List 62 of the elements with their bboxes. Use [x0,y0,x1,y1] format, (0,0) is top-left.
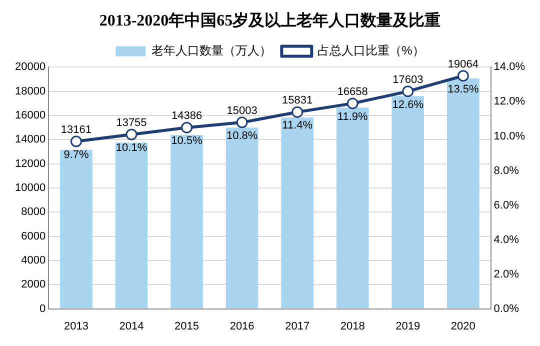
legend-label: 占总人口比重（%） [318,44,424,58]
data-label: 9.7% [64,148,89,161]
y2-tick-label: 8.0% [494,164,520,177]
data-label: 16658 [337,86,368,98]
y-tick-label: 8000 [21,206,46,218]
data-label: 13755 [116,117,147,130]
y-tick-label: 10000 [14,182,46,194]
point [70,136,82,148]
data-label: 15831 [282,94,313,107]
data-label: 12.6% [392,98,424,111]
y-tick-label: 2000 [21,278,46,291]
legend-label: 老年人口数量（万人） [152,44,272,58]
bar [60,150,92,308]
bar [170,135,203,308]
point [126,128,138,140]
bar [226,128,258,308]
data-label: 11.9% [337,110,368,123]
x-tick-label: 2013 [64,320,88,332]
x-tick-label: 2020 [450,320,476,332]
y2-tick-label: 10.0% [494,130,526,142]
point [457,70,469,82]
data-label: 17603 [392,74,424,86]
y-tick-label: 18000 [14,85,46,98]
x-tick-label: 2018 [340,320,365,332]
x-tick-label: 2019 [396,320,420,332]
point [236,116,248,128]
data-label: 14386 [171,110,202,122]
point [181,122,193,134]
bar [281,118,314,308]
y-tick-label: 6000 [21,230,46,242]
data-label: 11.4% [282,120,313,132]
y-tick-label: 14000 [14,134,46,146]
x-tick-label: 2016 [230,320,254,332]
x-tick-label: 2015 [174,320,200,332]
data-label: 13161 [60,124,92,136]
data-label: 10.8% [226,130,258,142]
y-tick-label: 0 [39,302,46,315]
y-tick-label: 20000 [14,61,46,74]
y2-tick-label: 6.0% [494,199,520,212]
y2-tick-label: 4.0% [494,234,520,246]
y-tick-label: 12000 [14,158,46,170]
data-label: 10.1% [116,142,148,154]
bar [336,108,369,308]
bar [115,142,148,308]
data-label: 15003 [226,104,258,117]
y2-tick-label: 0.0% [494,302,520,315]
bar [447,78,480,308]
y-tick-label: 16000 [14,110,46,122]
point [346,98,358,110]
y2-tick-label: 14.0% [494,61,526,74]
bar [392,96,424,308]
point [292,106,304,118]
point [402,86,414,98]
data-label: 19064 [448,58,478,70]
y2-tick-label: 2.0% [494,268,520,280]
data-label: 10.5% [171,135,203,148]
chart-title: 2013-2020年中国65岁及以上老年人口数量及比重 [99,12,441,30]
x-tick-label: 2014 [119,320,144,332]
x-tick-label: 2017 [285,320,310,332]
y2-tick-label: 12.0% [494,96,526,108]
y-tick-label: 4000 [21,254,46,267]
data-label: 13.5% [448,83,479,96]
